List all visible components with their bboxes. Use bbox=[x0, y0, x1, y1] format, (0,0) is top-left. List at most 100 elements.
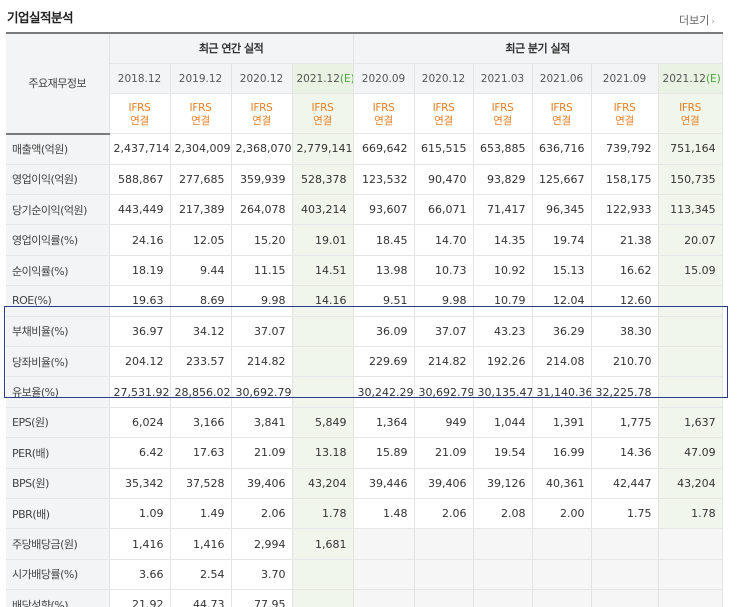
table-cell: 21.92 bbox=[109, 589, 171, 607]
table-cell: 43,204 bbox=[658, 468, 723, 499]
table-cell: 264,078 bbox=[231, 194, 293, 226]
table-cell: 2.08 bbox=[473, 498, 533, 530]
table-cell bbox=[532, 559, 592, 591]
table-cell: 359,939 bbox=[231, 164, 293, 196]
period-label: 2021.12 bbox=[296, 72, 340, 85]
row-label: 당기순이익(억원) bbox=[6, 194, 110, 226]
table-row: PBR(배) 1.09 1.49 2.06 1.78 1.48 2.06 2.08 2.00 1.… bbox=[6, 498, 723, 530]
ifrs-label: IFRS bbox=[550, 102, 573, 115]
row-label: 유보율(%) bbox=[6, 376, 110, 408]
row-label: 영업이익(억원) bbox=[6, 164, 110, 196]
ifrs-header: IFRS 연결 bbox=[414, 93, 474, 135]
consolidated-label: 연결 bbox=[552, 115, 571, 128]
table-cell: 2.06 bbox=[414, 498, 474, 530]
table-cell: 9.44 bbox=[170, 255, 232, 287]
table-cell bbox=[292, 376, 354, 408]
table-cell: 20.07 bbox=[658, 224, 723, 256]
table-cell: 1.75 bbox=[591, 498, 659, 530]
table-row: 매출액(억원) 2,437,714 2,304,009 2,368,070 2,779,… bbox=[6, 132, 723, 165]
table-cell: 3,841 bbox=[231, 407, 293, 439]
table-cell bbox=[658, 589, 723, 607]
ifrs-header: IFRS 연결 bbox=[591, 93, 659, 135]
table-cell: 34.12 bbox=[170, 316, 232, 348]
table-cell: 443,449 bbox=[109, 194, 171, 226]
more-link[interactable]: 더보기 › bbox=[679, 12, 715, 28]
table-cell: 21.38 bbox=[591, 224, 659, 256]
table-cell: 10.79 bbox=[473, 285, 533, 317]
table-cell: 6.42 bbox=[109, 437, 171, 469]
table-cell: 125,667 bbox=[532, 164, 592, 196]
ifrs-label: IFRS bbox=[679, 102, 701, 115]
table-cell bbox=[352, 589, 415, 607]
ifrs-label: IFRS bbox=[613, 102, 636, 115]
quarter-period-header: 2021.06 bbox=[532, 63, 592, 95]
row-label: 당좌비율(%) bbox=[6, 346, 110, 378]
table-cell: 1,416 bbox=[170, 528, 232, 560]
table-cell bbox=[352, 559, 415, 591]
table-cell: 158,175 bbox=[591, 164, 659, 196]
table-cell: 277,685 bbox=[170, 164, 232, 196]
table-cell: 1.78 bbox=[658, 498, 723, 530]
table-cell: 739,792 bbox=[591, 133, 659, 165]
table-cell: 6,024 bbox=[109, 407, 171, 439]
table-cell: 96,345 bbox=[532, 194, 592, 226]
ifrs-header: IFRS 연결 bbox=[473, 93, 533, 135]
table-cell: 5,849 bbox=[292, 407, 354, 439]
table-cell bbox=[591, 528, 659, 560]
table-cell: 32,225.78 bbox=[591, 376, 659, 408]
table-cell: 37.07 bbox=[414, 316, 474, 348]
table-cell: 36.09 bbox=[352, 316, 415, 348]
table-cell bbox=[658, 559, 723, 591]
table-cell: 24.16 bbox=[109, 224, 171, 256]
table-cell: 3.70 bbox=[231, 559, 293, 591]
table-cell: 44.73 bbox=[170, 589, 232, 607]
table-row: 당좌비율(%) 204.12 233.57 214.82 229.69 214.82 192… bbox=[6, 346, 723, 378]
consolidated-label: 연결 bbox=[313, 115, 332, 128]
table-cell bbox=[414, 589, 474, 607]
table-cell: 40,361 bbox=[532, 468, 592, 499]
table-cell: 15.09 bbox=[658, 255, 723, 287]
table-cell: 9.98 bbox=[231, 285, 293, 317]
table-cell: 12.05 bbox=[170, 224, 232, 256]
table-cell: 214.08 bbox=[532, 346, 592, 378]
table-cell: 21.09 bbox=[231, 437, 293, 469]
table-cell: 14.16 bbox=[292, 285, 354, 317]
row-label: 순이익률(%) bbox=[6, 255, 110, 287]
table-cell: 28,856.02 bbox=[170, 376, 232, 408]
table-cell bbox=[658, 346, 723, 378]
table-cell: 39,406 bbox=[414, 468, 474, 499]
period-label: 2021.03 bbox=[480, 72, 525, 85]
table-cell: 15.13 bbox=[532, 255, 592, 287]
table-cell: 18.19 bbox=[109, 255, 171, 287]
table-cell: 9.51 bbox=[352, 285, 415, 317]
table-cell: 113,345 bbox=[658, 194, 723, 226]
table-cell bbox=[473, 589, 533, 607]
table-row: 주당배당금(원) 1,416 1,416 2,994 1,681 bbox=[6, 528, 723, 560]
row-label: EPS(원) bbox=[6, 407, 110, 439]
table-cell bbox=[658, 285, 723, 317]
table-cell: 9.98 bbox=[414, 285, 474, 317]
consolidated-label: 연결 bbox=[191, 115, 210, 128]
table-row: 유보율(%) 27,531.92 28,856.02 30,692.79 30,242.… bbox=[6, 376, 723, 408]
table-cell: 210.70 bbox=[591, 346, 659, 378]
table-cell: 949 bbox=[414, 407, 474, 439]
ifrs-header: IFRS 연결 bbox=[292, 93, 354, 135]
table-row: PER(배) 6.42 17.63 21.09 13.18 15.89 21.09 19.54… bbox=[6, 437, 723, 469]
row-label: 배당성향(%) bbox=[6, 589, 110, 607]
table-cell: 21.09 bbox=[414, 437, 474, 469]
estimate-marker: (E) bbox=[705, 72, 721, 85]
table-cell: 43.23 bbox=[473, 316, 533, 348]
table-cell: 16.99 bbox=[532, 437, 592, 469]
table-cell: 2,437,714 bbox=[109, 133, 171, 165]
period-label: 2019.12 bbox=[178, 72, 223, 85]
table-cell: 2,304,009 bbox=[170, 133, 232, 165]
table-cell bbox=[414, 528, 474, 560]
ifrs-header: IFRS 연결 bbox=[231, 93, 293, 135]
ifrs-header: IFRS 연결 bbox=[109, 93, 171, 135]
table-cell: 16.62 bbox=[591, 255, 659, 287]
table-row: ROE(%) 19.63 8.69 9.98 14.16 9.51 9.98 10.79 12.… bbox=[6, 285, 723, 317]
table-cell: 77.95 bbox=[231, 589, 293, 607]
table-cell: 36.97 bbox=[109, 316, 171, 348]
row-label: BPS(원) bbox=[6, 468, 110, 499]
table-cell: 39,446 bbox=[352, 468, 415, 499]
